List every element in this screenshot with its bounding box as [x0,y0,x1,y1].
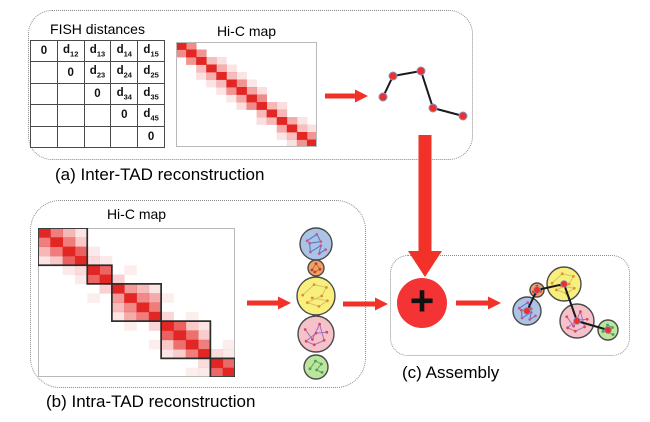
fish-table-cell [83,125,112,149]
fish-table-cell: 0 [110,104,139,127]
fish-table-cell: d34 [110,82,139,106]
fish-table-cell: 0 [137,125,165,149]
fish-table-cell [30,82,58,106]
panel-intra-tad-box [30,200,366,388]
fish-table-cell [30,61,58,84]
fish-table-cell [110,125,139,149]
panel-b-caption: (b) Intra-TAD reconstruction [46,392,256,411]
plus-icon: + [409,277,435,324]
panel-c-caption: (c) Assembly [402,363,500,382]
fish-table-cell: d35 [137,82,165,106]
fish-table-cell [83,104,112,127]
fish-table-cell [30,125,58,149]
panel-a-caption: (a) Inter-TAD reconstruction [55,165,265,184]
hic-map-b [38,228,235,377]
fish-table-cell [56,104,85,127]
panel-assembly-box [390,255,630,356]
fish-table-cell: d12 [56,39,85,63]
fish-table-cell: 0 [56,61,85,84]
fish-table-cell [30,104,58,127]
fish-table-cell: d25 [137,61,165,84]
fish-table-cell: d45 [137,104,165,127]
hic-map-b-title: Hi-C map [106,206,167,222]
fish-distance-table: 0 d12 d13 d14 d15 0 d23 d24 d25 0 d34 d35 0 d45 0 [30,39,165,149]
fish-table-title: FISH distances [50,21,145,37]
fish-table-cell: 0 [30,39,58,63]
hic-map-a-title: Hi-C map [216,23,277,39]
fish-table-cell: d14 [110,39,139,63]
fish-table-cell [56,82,85,106]
assembly-sum-node: + [397,278,447,328]
hic-map-a [176,42,317,147]
fish-table-cell: d13 [83,39,112,63]
panel-inter-tad-box [28,10,473,160]
fish-table-cell [56,125,85,149]
fish-table-cell: d24 [110,61,139,84]
fish-table-cell: d23 [83,61,112,84]
fish-table-cell: d15 [137,39,165,63]
fish-table-cell: 0 [83,82,112,106]
